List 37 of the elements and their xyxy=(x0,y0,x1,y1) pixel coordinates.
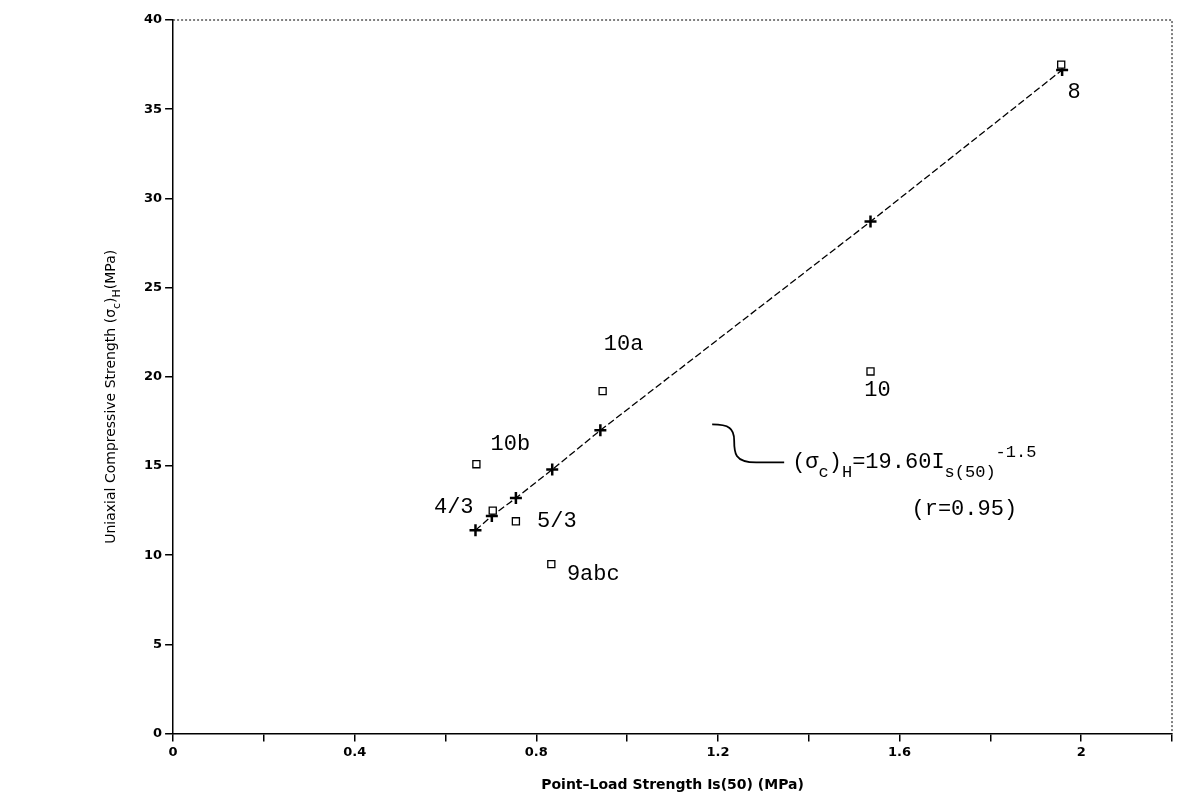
x-tick-label: 2 xyxy=(1076,743,1086,759)
y-tick-label: 40 xyxy=(144,11,163,27)
y-axis-title: Uniaxial Compressive Strength (σc)H(MPa) xyxy=(101,249,124,544)
point xyxy=(488,506,497,515)
x-tick-label: 0.8 xyxy=(524,743,548,759)
annotation: 10 xyxy=(864,378,891,404)
point xyxy=(598,386,607,396)
y-tick-label: 10 xyxy=(144,546,163,562)
x-axis-title: Point–Load Strength Is(50) (MPa) xyxy=(541,776,804,793)
x-tick-label: 0.4 xyxy=(343,743,367,759)
annotation: 9abc xyxy=(566,561,620,587)
point xyxy=(544,462,560,477)
point xyxy=(593,423,608,438)
point xyxy=(863,214,878,229)
y-tick-label: 35 xyxy=(144,100,163,116)
x-tick-label: 1.6 xyxy=(888,743,912,759)
x-tick-label: 1.2 xyxy=(706,743,730,759)
point xyxy=(547,559,556,569)
annotation: 4/3 xyxy=(433,495,474,521)
annotation: 10b xyxy=(490,432,531,458)
point xyxy=(468,522,483,538)
y-tick-label: 5 xyxy=(153,635,163,651)
annotation: 8 xyxy=(1067,80,1081,106)
point xyxy=(508,490,524,506)
y-tick-label: 25 xyxy=(144,278,163,294)
y-tick-label: 15 xyxy=(144,457,163,473)
annotation: 10a xyxy=(603,331,644,357)
point xyxy=(511,517,521,526)
point xyxy=(866,367,875,376)
y-tick-label: 20 xyxy=(144,368,163,384)
point xyxy=(472,460,481,469)
annotation: (r=0.95) xyxy=(911,497,1018,523)
x-tick-label: 0 xyxy=(168,743,178,759)
annotation: 5/3 xyxy=(537,509,577,535)
y-tick-label: 30 xyxy=(144,189,163,205)
y-tick-label: 0 xyxy=(153,724,163,740)
point xyxy=(1057,60,1066,69)
